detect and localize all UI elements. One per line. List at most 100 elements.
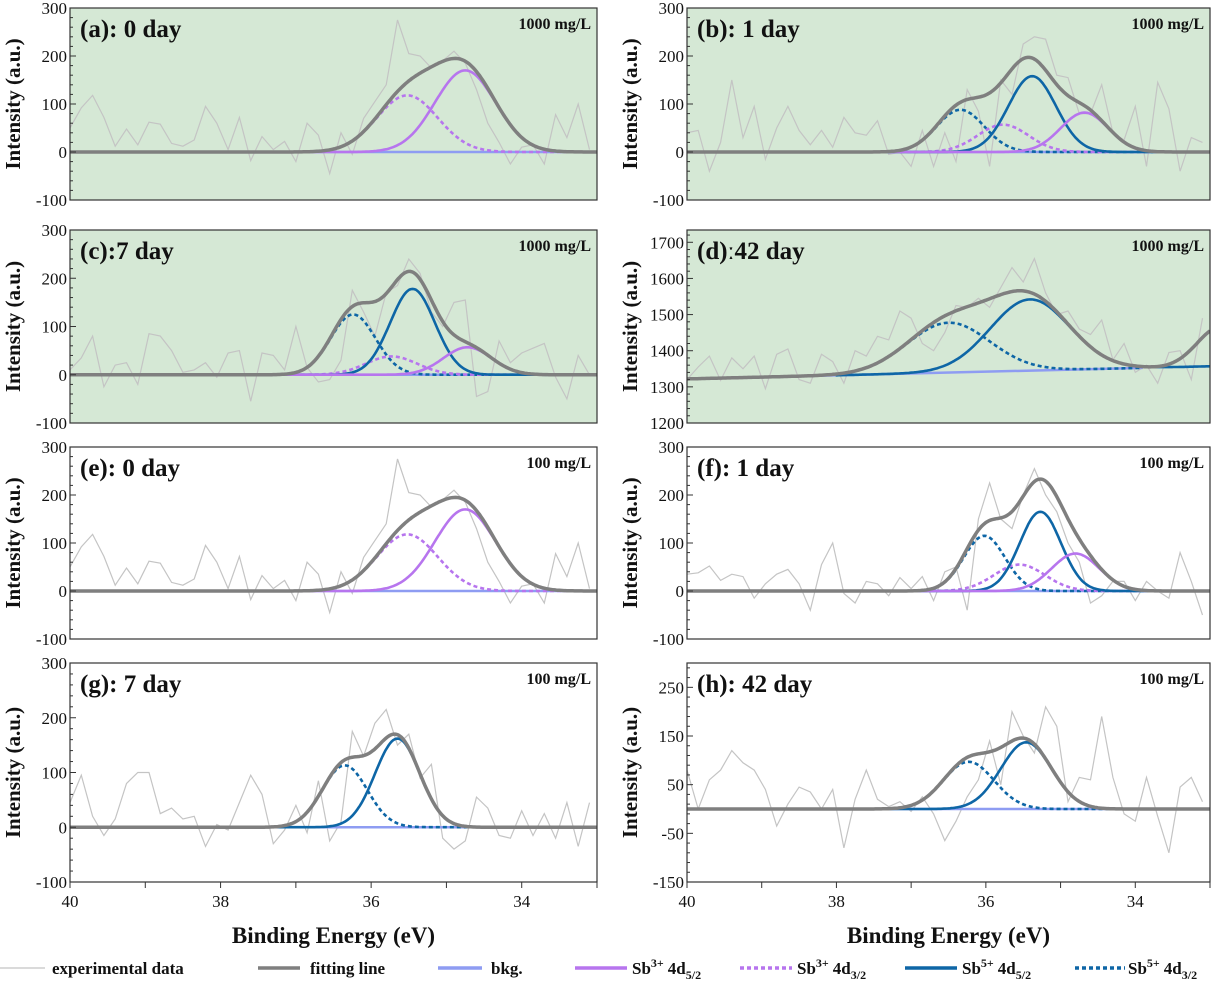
legend-label: bkg.	[491, 959, 523, 978]
panel-b: 300 200 100 0 -100 Intensity (a.u.) (b): 1 day…	[618, 0, 1211, 210]
concentration-label: 100 mg/L	[1140, 671, 1204, 688]
x-tick-label: 34	[1127, 892, 1145, 911]
panel-title: (e): 0 day	[80, 455, 180, 482]
y-tick-label: 300	[42, 0, 68, 18]
y-tick-label: -100	[36, 191, 67, 210]
legend-charge: 5+	[1147, 956, 1160, 970]
y-tick-label: 300	[659, 438, 685, 457]
panel-title: (c):7 day	[80, 238, 174, 265]
x-tick-label: 34	[513, 892, 531, 911]
fitting-line	[70, 269, 597, 377]
concentration-label: 100 mg/L	[527, 671, 591, 688]
component-sb3-52	[890, 111, 1210, 154]
experimental-data-line	[70, 19, 591, 176]
legend-ion: Sb	[632, 959, 651, 978]
concentration-label: 1000 mg/L	[1132, 16, 1204, 33]
y-tick-label: 1400	[650, 342, 684, 361]
y-tick-label: 100	[42, 318, 68, 337]
legend-orbital: 4d	[1164, 959, 1183, 978]
y-axis-label: Intensity (a.u.)	[618, 477, 642, 608]
fitting-line	[70, 56, 597, 154]
experimental-data-line	[70, 458, 591, 615]
panel-e: 300 200 100 0 -100 Intensity (a.u.) (e): 0 day…	[1, 438, 598, 649]
x-tick-label: 36	[363, 892, 380, 911]
legend-j: 3/2	[851, 968, 866, 982]
panel-a: 300 200 100 0 -100 Intensity (a.u.) (a): 0 day…	[1, 0, 598, 210]
fitting-line	[687, 736, 1210, 811]
x-axis-label: Binding Energy (eV)	[232, 923, 435, 948]
y-tick-label: 100	[659, 95, 685, 114]
legend-ion: Sb	[1128, 959, 1147, 978]
y-tick-label: 200	[42, 269, 68, 288]
fitting-line	[687, 477, 1210, 593]
y-tick-label: -100	[653, 191, 684, 210]
fitting-line	[687, 55, 1210, 154]
legend-charge: 3+	[651, 956, 664, 970]
panel-title: (f): 1 day	[697, 455, 795, 482]
panel-title: (h): 42 day	[697, 671, 813, 698]
y-tick-label: 200	[659, 47, 685, 66]
fitting-line	[70, 732, 597, 830]
experimental-data-line	[687, 256, 1204, 391]
y-tick-label: -150	[653, 873, 684, 892]
legend-label: experimental data	[52, 959, 184, 978]
y-tick-label: 0	[676, 582, 685, 601]
y-tick-label: 200	[42, 47, 68, 66]
y-axis-label: Intensity (a.u.)	[1, 38, 25, 169]
legend-item-sb3-32: Sb3+ 4d3/2	[740, 956, 866, 982]
legend-item-sb5-32: Sb5+ 4d3/2	[1075, 956, 1197, 982]
y-axis-label: Intensity (a.u.)	[618, 707, 642, 838]
y-axis-label: Intensity (a.u.)	[618, 38, 642, 169]
y-tick-label: 0	[59, 143, 68, 162]
y-tick-label: 250	[659, 678, 685, 697]
plot-lines	[70, 19, 597, 176]
legend-ion: Sb	[797, 959, 816, 978]
y-tick-label: 200	[42, 486, 68, 505]
legend-charge: 5+	[981, 956, 994, 970]
concentration-label: 100 mg/L	[527, 455, 591, 472]
concentration-label: 100 mg/L	[1140, 455, 1204, 472]
plot-area	[687, 447, 1210, 639]
plot-area	[70, 447, 597, 639]
plot-lines	[687, 467, 1210, 616]
plot-lines	[70, 257, 597, 402]
y-tick-label: 1700	[650, 233, 684, 252]
legend-item-experimental: experimental data	[0, 959, 184, 978]
y-axis-label: Intensity (a.u.)	[1, 261, 25, 392]
y-tick-label: -100	[36, 873, 67, 892]
y-tick-label: 300	[42, 221, 68, 240]
y-axis-label: Intensity (a.u.)	[618, 261, 642, 392]
y-tick-label: -50	[661, 824, 684, 843]
x-tick-label: 40	[62, 892, 79, 911]
plot-lines	[687, 36, 1210, 174]
panel-d: 1700 1600 1500 1400 1300 1200 Intensity (a.u.)…	[618, 229, 1211, 433]
panel-title: (b): 1 day	[697, 16, 800, 43]
experimental-data-line	[70, 257, 591, 402]
legend-orbital: 4d	[668, 959, 687, 978]
panel-title: (d)ː42 day	[697, 238, 805, 265]
plot-lines	[70, 458, 597, 615]
x-tick-label: 38	[212, 892, 229, 911]
x-tick-label: 36	[977, 892, 994, 911]
legend-j: 3/2	[1182, 968, 1197, 982]
y-tick-label: -100	[653, 630, 684, 649]
legend-label: Sb3+ 4d3/2	[797, 956, 866, 982]
plot-area	[687, 8, 1210, 200]
plot-area	[70, 8, 597, 200]
experimental-data-line	[687, 705, 1204, 853]
y-tick-label: 100	[659, 534, 685, 553]
concentration-label: 1000 mg/L	[519, 238, 591, 255]
x-tick-label: 40	[679, 892, 696, 911]
legend: experimental data fitting line bkg. Sb3+ 4d5…	[0, 956, 1197, 982]
y-tick-label: 100	[42, 95, 68, 114]
plot-lines	[687, 705, 1210, 853]
legend-j: 5/2	[1016, 968, 1031, 982]
y-tick-label: 1500	[650, 306, 684, 325]
legend-item-fit: fitting line	[258, 959, 386, 978]
x-tick-label: 38	[828, 892, 845, 911]
panel-title: (g): 7 day	[80, 671, 182, 698]
concentration-label: 1000 mg/L	[1132, 238, 1204, 255]
y-tick-label: 1300	[650, 378, 684, 397]
